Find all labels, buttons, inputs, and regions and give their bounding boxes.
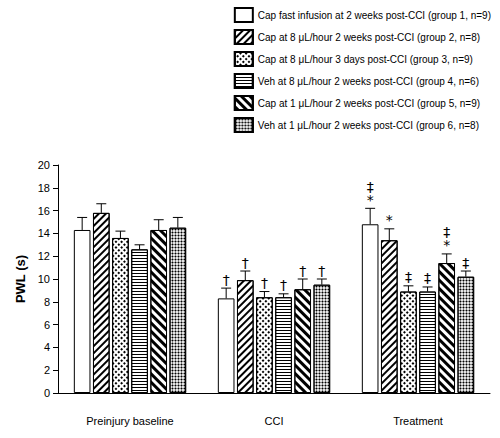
svg-text:†: † xyxy=(261,275,268,291)
svg-text:Cap at 8 μL/hour 3 days post-C: Cap at 8 μL/hour 3 days post-CCI (group … xyxy=(258,54,473,65)
svg-text:†: † xyxy=(223,272,230,288)
svg-text:†: † xyxy=(318,263,325,279)
svg-text:‡: ‡ xyxy=(405,269,412,285)
svg-text:*: * xyxy=(367,192,374,208)
svg-text:12: 12 xyxy=(38,250,50,262)
svg-text:Preinjury baseline: Preinjury baseline xyxy=(86,415,173,427)
svg-text:‡: ‡ xyxy=(462,255,469,271)
svg-text:‡: ‡ xyxy=(424,270,431,286)
svg-text:Veh at 8 μL/hour 2 weeks post-: Veh at 8 μL/hour 2 weeks post-CCI (group… xyxy=(258,76,479,87)
svg-text:Cap at 1 μL/hour 2 weeks post-: Cap at 1 μL/hour 2 weeks post-CCI (group… xyxy=(258,98,480,109)
svg-text:20: 20 xyxy=(38,159,50,171)
svg-text:†: † xyxy=(280,277,287,293)
svg-text:*: * xyxy=(386,212,393,228)
svg-text:Treatment: Treatment xyxy=(393,415,443,427)
svg-text:18: 18 xyxy=(38,182,50,194)
svg-text:*: * xyxy=(443,237,450,253)
svg-text:8: 8 xyxy=(44,296,50,308)
svg-text:2: 2 xyxy=(44,364,50,376)
svg-text:0: 0 xyxy=(44,387,50,399)
svg-text:14: 14 xyxy=(38,227,50,239)
svg-text:†: † xyxy=(299,263,306,279)
svg-text:10: 10 xyxy=(38,273,50,285)
svg-text:PWL (s): PWL (s) xyxy=(13,255,28,303)
svg-text:Cap fast infusion at 2 weeks p: Cap fast infusion at 2 weeks post-CCI (g… xyxy=(258,10,491,21)
svg-text:†: † xyxy=(242,255,249,271)
svg-text:6: 6 xyxy=(44,319,50,331)
svg-text:CCI: CCI xyxy=(265,415,284,427)
svg-text:4: 4 xyxy=(44,341,50,353)
svg-text:Veh at 1 μL/hour 2 weeks post-: Veh at 1 μL/hour 2 weeks post-CCI (group… xyxy=(258,120,479,131)
svg-text:Cap at 8 μL/hour 2 weeks post-: Cap at 8 μL/hour 2 weeks post-CCI (group… xyxy=(258,32,480,43)
svg-text:16: 16 xyxy=(38,205,50,217)
